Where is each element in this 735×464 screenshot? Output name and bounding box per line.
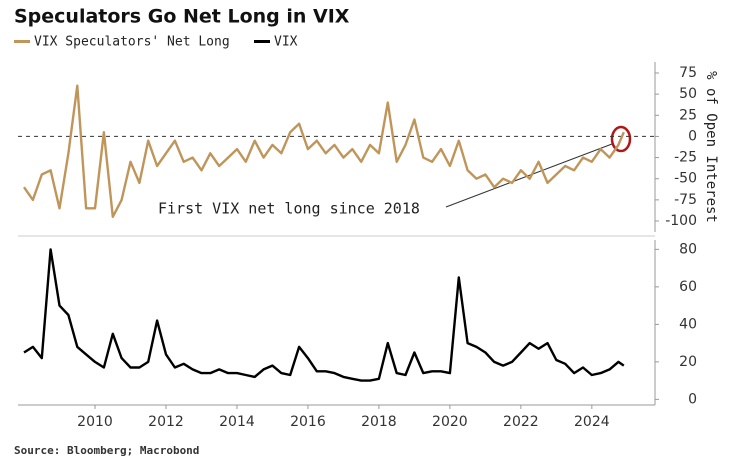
legend-label: VIX Speculators' Net Long <box>34 35 230 50</box>
y-tick-label: 0 <box>688 391 697 407</box>
x-tick-label: 2024 <box>574 414 610 430</box>
y-tick-label: -100 <box>665 213 697 229</box>
y-tick-label: 0 <box>688 128 697 144</box>
x-tick-label: 2016 <box>290 414 326 430</box>
x-tick-label: 2018 <box>361 414 397 430</box>
data-line <box>23 248 625 382</box>
chart-title: Speculators Go Net Long in VIX <box>14 6 350 28</box>
legend-swatch <box>254 40 270 43</box>
y-tick-label: -25 <box>674 150 697 166</box>
y-tick-label: 80 <box>679 241 697 257</box>
x-tick-label: 2010 <box>77 414 113 430</box>
y-tick-label: 40 <box>679 316 697 332</box>
annotation-arrow <box>445 143 613 208</box>
data-line <box>23 84 625 218</box>
legend-swatch <box>14 40 30 43</box>
y-axis-title: % of Open Interest <box>703 71 719 223</box>
x-tick-label: 2022 <box>503 414 539 430</box>
y-tick-label: 75 <box>679 65 697 81</box>
y-tick-label: 20 <box>679 354 697 370</box>
x-tick-label: 2014 <box>219 414 255 430</box>
x-tick-label: 2020 <box>432 414 468 430</box>
x-tick-label: 2012 <box>148 414 184 430</box>
y-tick-label: -75 <box>674 192 697 208</box>
source: Source: Bloomberg; Macrobond <box>14 444 199 457</box>
y-tick-label: 25 <box>679 107 697 123</box>
y-tick-label: -50 <box>674 171 697 187</box>
y-tick-label: 60 <box>679 279 697 295</box>
legend-label: VIX <box>274 35 298 50</box>
annotation: First VIX net long since 2018 <box>158 200 420 218</box>
y-tick-label: 50 <box>679 86 697 102</box>
highlight-circle <box>610 125 632 153</box>
